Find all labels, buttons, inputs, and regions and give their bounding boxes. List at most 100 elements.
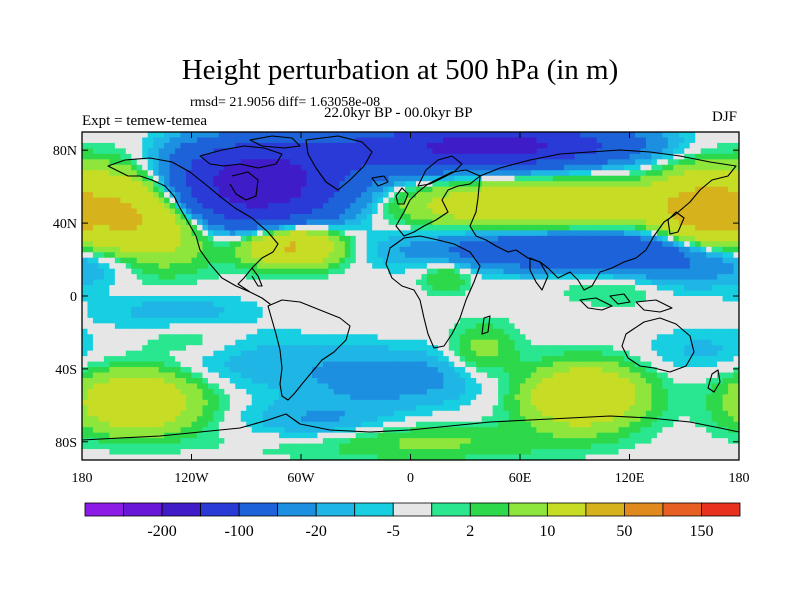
field-cell — [706, 203, 713, 210]
field-cell — [717, 306, 724, 314]
field-cell — [618, 306, 625, 314]
field-cell — [355, 350, 362, 357]
field-cell — [366, 301, 373, 308]
field-cell — [87, 312, 94, 319]
field-cell — [202, 241, 209, 248]
field-cell — [290, 224, 297, 232]
field-cell — [142, 246, 149, 253]
field-cell — [459, 268, 466, 275]
field-cell — [191, 290, 198, 297]
field-cell — [355, 257, 362, 264]
field-cell — [574, 175, 581, 182]
field-cell — [180, 317, 187, 324]
field-cell — [656, 159, 663, 166]
field-cell — [503, 186, 510, 193]
field-cell — [695, 345, 702, 352]
field-cell — [175, 181, 182, 188]
field-cell — [246, 224, 253, 232]
field-cell — [706, 279, 713, 286]
field-cell — [618, 350, 625, 357]
field-cell — [569, 263, 576, 270]
field-cell — [728, 246, 735, 253]
field-cell — [711, 137, 718, 144]
field-cell — [684, 159, 691, 166]
field-cell — [92, 214, 100, 221]
field-cell — [202, 301, 209, 308]
field-cell — [432, 323, 439, 330]
field-cell — [82, 306, 89, 314]
field-cell — [470, 230, 477, 237]
field-cell — [394, 290, 401, 297]
field-cell — [142, 350, 149, 357]
field-cell — [700, 290, 707, 297]
field-cell — [552, 208, 559, 215]
field-cell — [87, 350, 94, 357]
field-cell — [547, 175, 554, 182]
field-cell — [284, 339, 291, 346]
field-cell — [574, 257, 581, 264]
field-cell — [684, 317, 691, 324]
field-cell — [678, 164, 685, 171]
field-cell — [591, 235, 598, 242]
field-cell — [591, 219, 598, 226]
field-cell — [536, 257, 543, 264]
field-cell — [662, 257, 669, 264]
field-cell — [98, 241, 105, 248]
field-cell — [443, 252, 450, 259]
field-cell — [366, 290, 373, 297]
field-cell — [405, 203, 412, 210]
field-cell — [700, 323, 707, 330]
field-cell — [366, 142, 373, 150]
field-cell — [525, 252, 532, 259]
field-cell — [333, 164, 340, 171]
field-cell — [366, 197, 373, 204]
field-cell — [372, 274, 379, 281]
field-cell — [448, 345, 455, 352]
field-cell — [662, 317, 669, 324]
field-cell — [207, 132, 214, 139]
field-cell — [344, 350, 351, 357]
field-cell — [98, 181, 105, 188]
field-cell — [459, 132, 466, 139]
field-cell — [98, 323, 105, 330]
field-cell — [333, 323, 340, 330]
field-cell — [142, 186, 149, 193]
field-cell — [689, 301, 696, 308]
field-cell — [711, 263, 718, 270]
field-cell — [224, 334, 231, 341]
field-cell — [728, 153, 735, 160]
field-cell — [645, 252, 653, 259]
field-cell — [251, 290, 258, 297]
field-cell — [629, 274, 636, 281]
field-cell — [87, 159, 94, 166]
field-cell — [136, 285, 143, 292]
field-cell — [662, 203, 669, 210]
field-cell — [251, 208, 258, 215]
field-cell — [103, 132, 110, 139]
field-cell — [547, 334, 554, 341]
field-cell — [355, 219, 362, 226]
field-cell — [405, 356, 412, 363]
field-cell — [498, 252, 505, 259]
field-cell — [717, 263, 724, 270]
field-cell — [689, 317, 696, 324]
field-cell — [476, 252, 483, 259]
field-cell — [645, 132, 653, 139]
field-cell — [437, 345, 444, 352]
field-cell — [311, 181, 319, 188]
field-cell — [131, 132, 138, 139]
field-cell — [158, 312, 165, 319]
field-cell — [492, 175, 499, 182]
field-cell — [459, 274, 466, 281]
field-cell — [618, 274, 625, 281]
field-cell — [191, 175, 198, 182]
field-cell — [689, 214, 696, 221]
field-cell — [273, 197, 280, 204]
field-cell — [695, 296, 702, 303]
field-cell — [394, 328, 401, 335]
field-cell — [301, 235, 308, 242]
field-cell — [114, 246, 121, 253]
field-cell — [153, 296, 160, 303]
field-cell — [301, 148, 308, 155]
field-cell — [728, 328, 735, 335]
